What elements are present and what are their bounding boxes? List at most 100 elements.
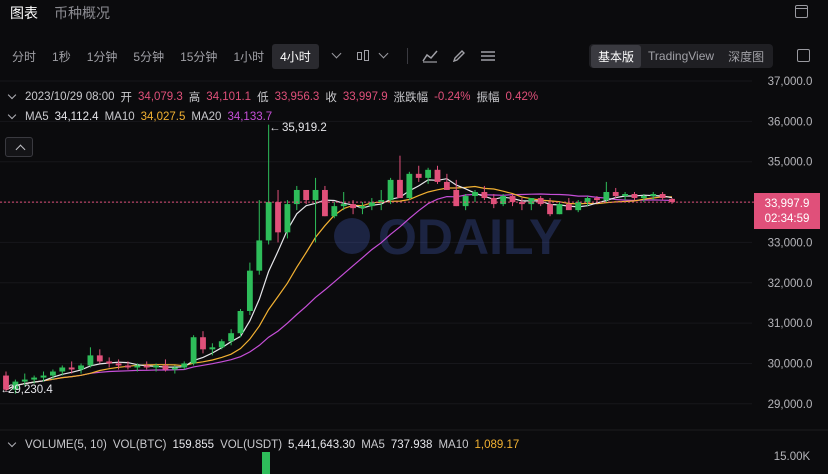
timeframe-1s[interactable]: 1秒 — [52, 49, 71, 64]
candle-body — [246, 270, 253, 312]
ma10-value: 34,027.5 — [140, 111, 186, 123]
volume-title: VOLUME(5, 10) — [25, 439, 107, 451]
candle-body — [284, 204, 291, 233]
candle-body — [603, 191, 610, 201]
candle-body — [406, 173, 413, 199]
chart-toolbar: 分时 1秒 1分钟 5分钟 15分钟 1小时 4小时 — [0, 42, 828, 70]
change-label: 涨跌幅 — [393, 92, 429, 104]
ma20-line — [5, 193, 673, 391]
price-tag-countdown: 02:34:59 — [765, 213, 810, 225]
y-tick-label: 30,000.0 — [768, 358, 813, 370]
y-axis: 37,000.036,000.035,000.034,000.033,000.0… — [768, 76, 813, 411]
candle-body — [340, 204, 347, 207]
candle-body — [490, 198, 497, 205]
collapse-indicators-button[interactable] — [5, 137, 33, 157]
candle-body — [125, 365, 131, 368]
low-marker-label: 29,230.4 — [8, 384, 53, 396]
high-marker-label: 35,919.2 — [282, 122, 327, 134]
toolbar-divider — [406, 48, 408, 64]
volume-bar — [262, 452, 270, 474]
candle-body — [153, 365, 159, 368]
candle-body — [453, 189, 460, 207]
ma5-label: MA5 — [25, 111, 49, 123]
candle-body — [162, 365, 169, 370]
close-value: 33,997.9 — [342, 91, 388, 103]
candle-body — [612, 191, 619, 197]
candle-body — [209, 347, 216, 350]
candle-body — [443, 181, 450, 190]
ohlc-collapse-chevron-icon[interactable] — [7, 90, 17, 100]
timeframe-1h[interactable]: 1小时 — [233, 49, 265, 64]
candle-body — [143, 365, 150, 368]
high-label: 高 — [188, 92, 201, 104]
candle-body — [500, 196, 507, 205]
view-mode-tradingview[interactable]: TradingView — [648, 49, 715, 63]
candle-body — [31, 377, 38, 380]
tab-chart[interactable]: 图表 — [10, 5, 38, 21]
candle-body — [331, 206, 338, 217]
fullscreen-icon[interactable] — [797, 49, 810, 62]
candle-body — [387, 179, 394, 201]
candle-body — [462, 196, 469, 207]
candle-body — [528, 198, 535, 205]
ma5-value: 34,112.4 — [54, 111, 99, 123]
watermark: ODAILY — [334, 209, 562, 265]
candle-body — [584, 198, 591, 203]
y-tick-label: 32,000.0 — [768, 278, 813, 290]
ma5-line — [5, 178, 673, 391]
candle-body — [368, 202, 375, 207]
y-tick-label: 36,000.0 — [768, 116, 813, 128]
candle-body — [519, 202, 525, 205]
candle-body — [350, 204, 356, 209]
tab-coin-overview[interactable]: 币种概况 — [54, 5, 110, 21]
candle-body — [190, 337, 197, 364]
vol-ma5-value: 737.938 — [390, 439, 433, 451]
high-annotation: ← 35,919.2 — [269, 122, 327, 134]
candles — [3, 124, 675, 394]
timeframe-15m[interactable]: 15分钟 — [180, 49, 218, 64]
candle-type-icon[interactable] — [356, 49, 370, 63]
y-tick-label: 33,000.0 — [768, 237, 813, 249]
candle-body — [134, 365, 141, 368]
candle-body — [537, 198, 544, 205]
volume-collapse-chevron-icon[interactable] — [7, 438, 17, 448]
candle-body — [181, 363, 188, 368]
low-annotation: ← 29,230.4 — [0, 384, 53, 396]
candle-body — [669, 198, 675, 203]
candle-body — [631, 194, 638, 199]
candle-body — [640, 196, 647, 199]
candle-body — [218, 341, 225, 348]
change-value: -0.24% — [434, 91, 471, 103]
volume-axis-label: 15.00K — [774, 451, 811, 463]
candle-body — [659, 194, 666, 199]
candle-body — [171, 367, 178, 370]
ma-info: MA5 34,112.4 MA10 34,027.5 MA20 34,133.7 — [7, 110, 278, 123]
candle-body — [78, 365, 84, 370]
candle-body — [40, 375, 47, 378]
draw-pen-icon[interactable] — [452, 49, 466, 63]
popout-window-icon[interactable] — [795, 5, 808, 18]
candle-body — [68, 367, 75, 370]
ma-lines — [5, 178, 673, 391]
ma-collapse-chevron-icon[interactable] — [7, 110, 17, 120]
view-mode-depth[interactable]: 深度图 — [728, 49, 765, 64]
ma20-value: 34,133.7 — [227, 111, 273, 123]
candle-body — [106, 361, 113, 364]
candle-body — [622, 194, 629, 197]
indicators-icon[interactable] — [422, 49, 438, 63]
candle-body — [509, 196, 516, 203]
settings-list-icon[interactable] — [480, 49, 496, 63]
low-label: 低 — [257, 92, 269, 104]
high-value: 34,101.1 — [206, 91, 252, 103]
low-value: 33,956.3 — [274, 91, 320, 103]
candle-body — [481, 191, 488, 199]
view-mode-switch: 基本版 TradingView 深度图 — [589, 44, 774, 68]
timeframe-tick[interactable]: 分时 — [12, 49, 37, 64]
candle-body — [12, 381, 19, 390]
view-mode-basic[interactable]: 基本版 — [591, 44, 642, 68]
vol-ma5-label: MA5 — [361, 439, 385, 451]
timeframe-5m[interactable]: 5分钟 — [133, 49, 165, 64]
timeframe-1m[interactable]: 1分钟 — [86, 49, 118, 64]
timeframe-4h[interactable]: 4小时 — [272, 43, 319, 69]
